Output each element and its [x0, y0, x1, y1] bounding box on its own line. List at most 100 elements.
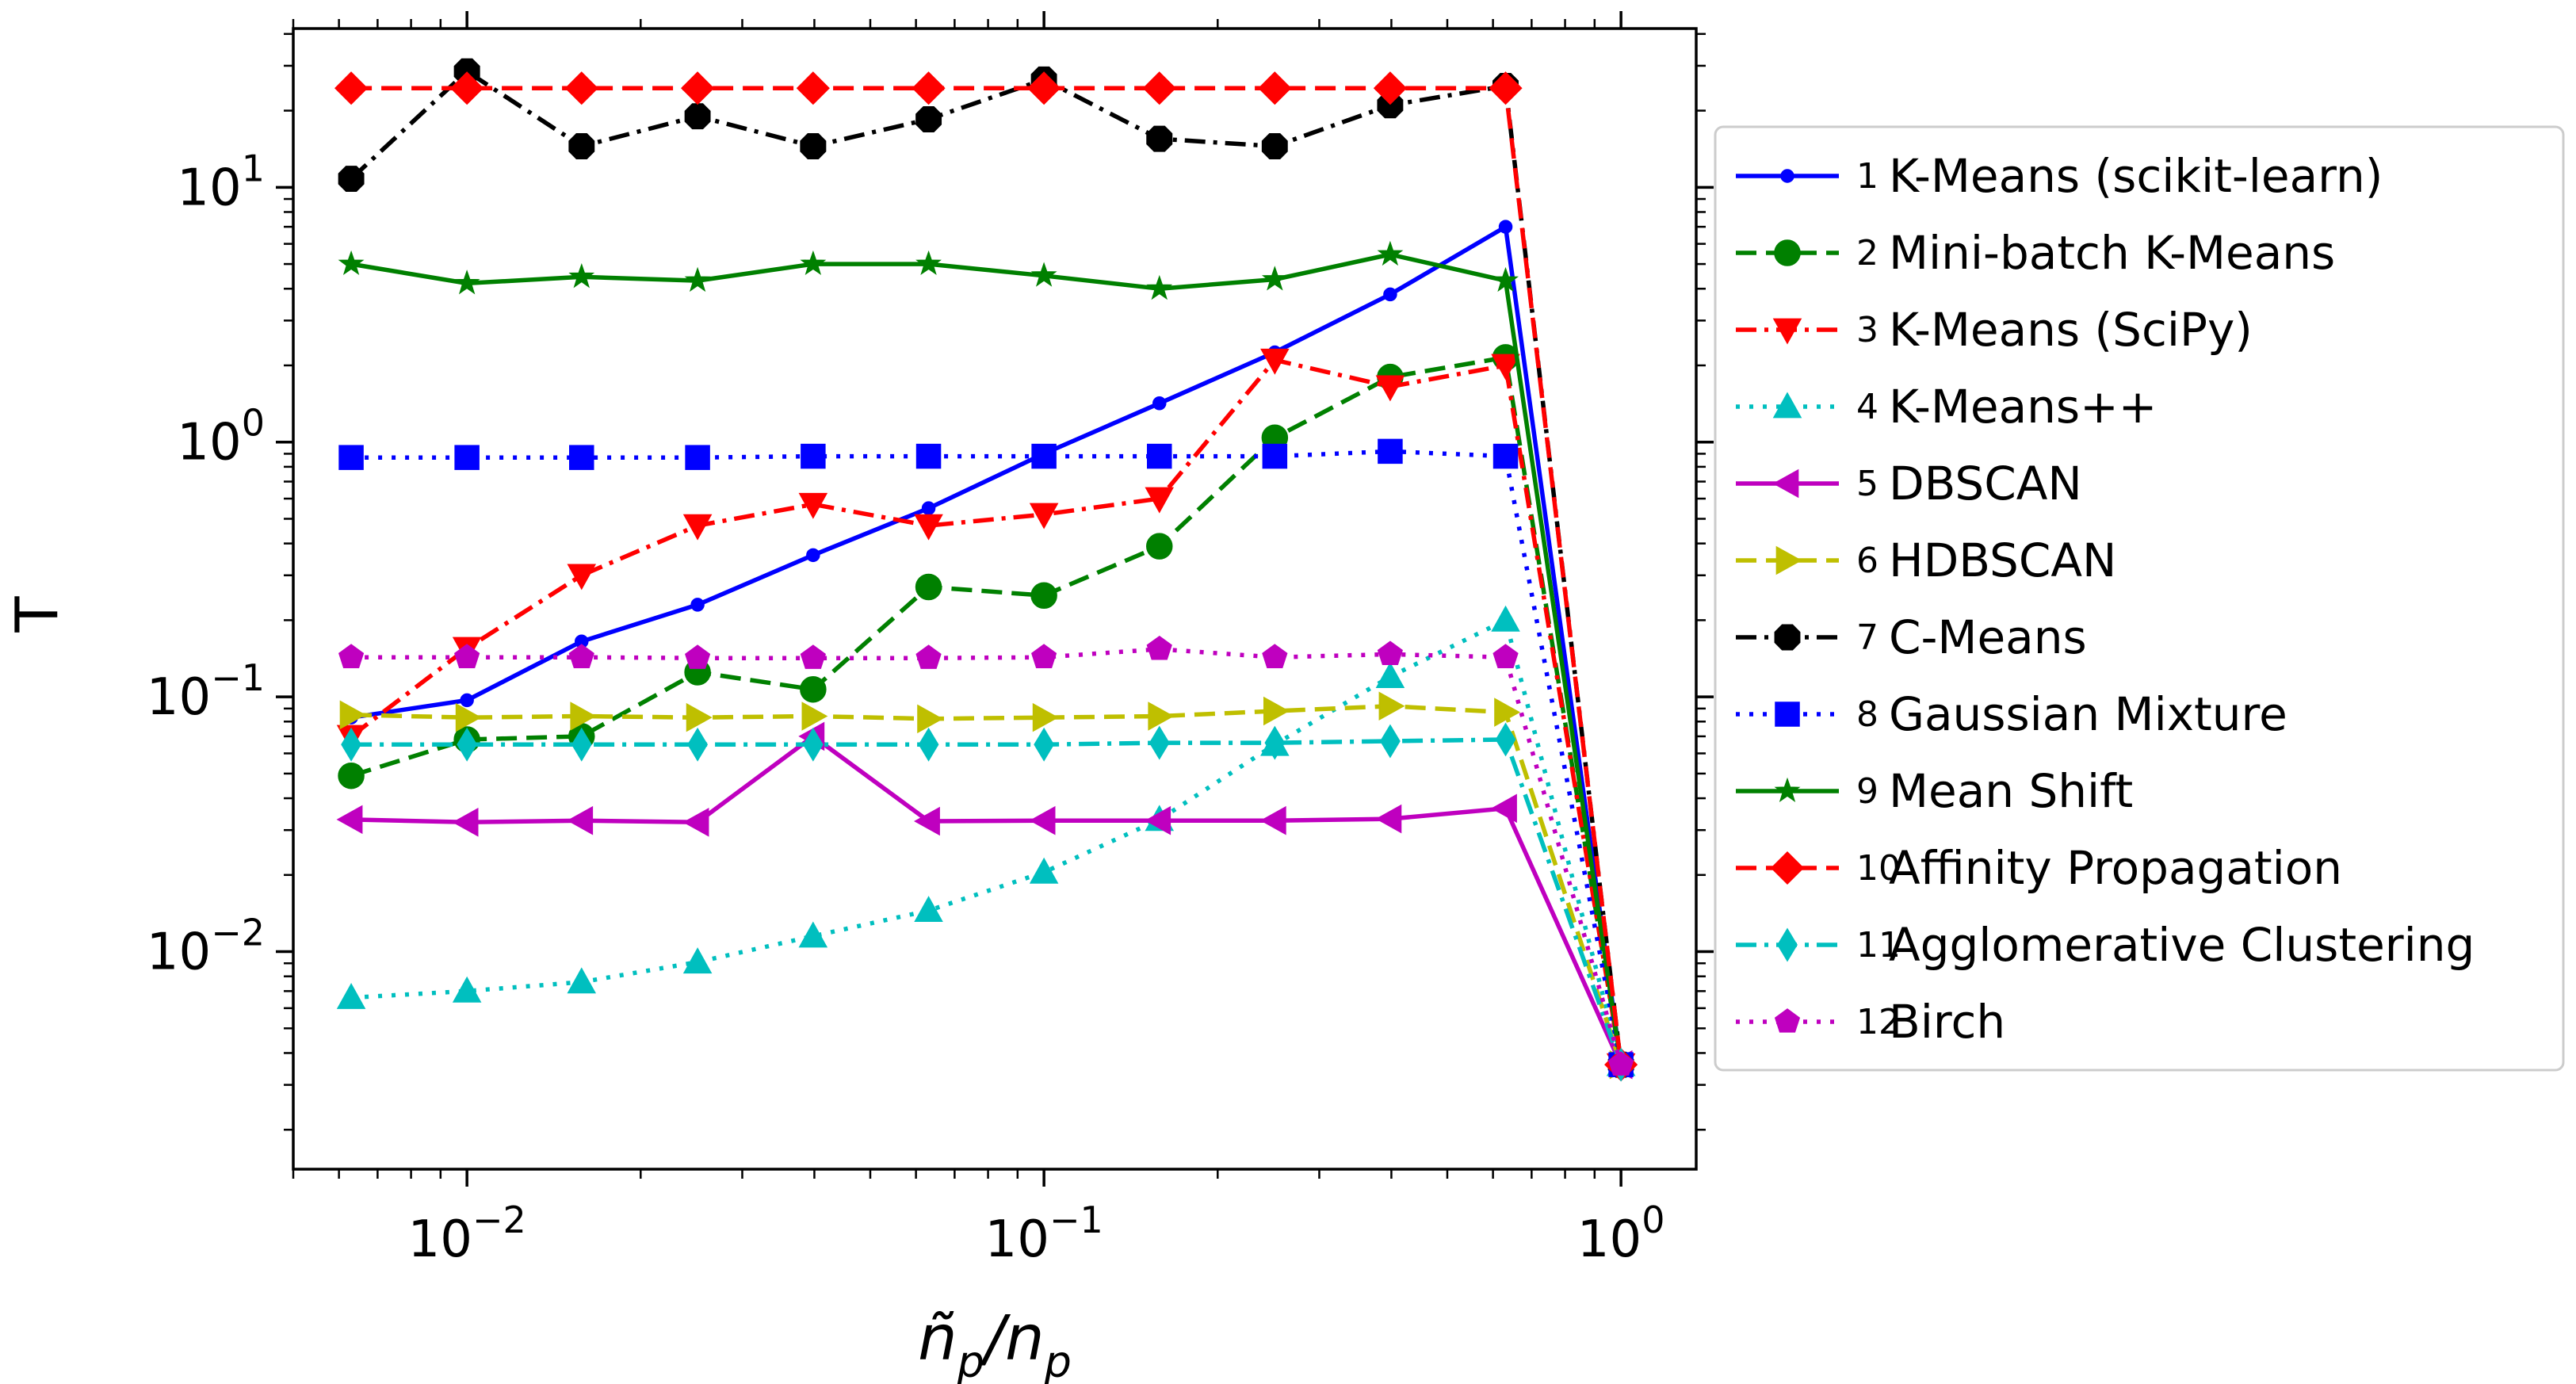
legend-label: Agglomerative Clustering [1889, 918, 2475, 972]
series-3-point [798, 492, 828, 519]
x-tick-label: 10−1 [985, 1199, 1103, 1269]
series-7-point [1146, 125, 1173, 152]
series-7-point [915, 105, 942, 132]
series-2-point [915, 573, 942, 601]
series-10-point [450, 71, 484, 105]
legend-item: 8 Gaussian Mixture [1736, 687, 2287, 741]
legend-marker [1774, 777, 1801, 802]
series-8-point [454, 445, 480, 470]
plot-frame [292, 27, 1698, 1171]
series-5 [336, 721, 1633, 1080]
series-6-point [917, 704, 944, 734]
series-3-point [1375, 375, 1405, 402]
series-4-point [1491, 605, 1520, 632]
series-7-point [568, 132, 595, 159]
legend-marker [1775, 545, 1802, 575]
series-12-point [685, 644, 711, 669]
legend-item: 4 K-Means++ [1736, 380, 2157, 434]
series-6-point [1378, 691, 1405, 721]
series-11-point [1380, 724, 1401, 759]
legend-marker [1774, 239, 1801, 266]
series-line-10 [351, 86, 1623, 1065]
series-6-point [686, 702, 713, 732]
series-9-point [800, 250, 827, 276]
series-5-point [336, 805, 363, 835]
series-1-point [806, 548, 820, 563]
series-10-point [796, 71, 830, 105]
series-4-point [336, 983, 366, 1009]
series-1-point [460, 693, 474, 708]
series-7-point [338, 166, 365, 193]
series-11-point [1148, 725, 1170, 760]
legend-index: 3 [1856, 310, 1878, 350]
series-3-point [1029, 503, 1059, 530]
series-7-point [684, 103, 711, 130]
series-5-point [452, 808, 479, 837]
series-3-point [567, 564, 597, 591]
series-9-point [1377, 240, 1404, 266]
series-11-point [457, 727, 478, 762]
series-11-point [687, 727, 708, 762]
legend-index: 10 [1856, 848, 1901, 889]
series-9-point [1030, 262, 1057, 287]
y-tick-label-base: 10 [147, 668, 211, 727]
series-8-point [1378, 438, 1403, 465]
legend-label: K-Means (SciPy) [1889, 303, 2253, 357]
series-4-point [682, 947, 713, 974]
series-5-point [682, 808, 709, 837]
series-12-point [568, 644, 594, 668]
series-9-point [1492, 266, 1519, 292]
legend-index: 11 [1856, 925, 1901, 965]
y-tick-label-base: 10 [177, 159, 241, 217]
series-1-point [1152, 396, 1167, 411]
series-8-point [1492, 443, 1519, 469]
series-10-point [1373, 71, 1407, 105]
series-2-point [1030, 582, 1057, 609]
legend-marker [1770, 851, 1805, 885]
series-11-point [918, 727, 939, 762]
y-tick-label-base: 10 [147, 923, 211, 982]
legend-label: C-Means [1889, 610, 2087, 664]
series-4-point [567, 967, 597, 994]
legend-marker [1777, 927, 1798, 962]
legend-label: HDBSCAN [1889, 533, 2116, 587]
series-12-point [1492, 644, 1519, 668]
x-tick-label-base: 10 [985, 1210, 1049, 1269]
y-tick-label-base: 10 [177, 414, 241, 472]
legend-index: 8 [1856, 694, 1878, 735]
y-axis-label: T [4, 596, 72, 633]
series-6-point [1148, 702, 1175, 731]
legend-label: DBSCAN [1889, 457, 2082, 510]
legend-index: 6 [1856, 541, 1878, 581]
legend: 1 K-Means (scikit-learn) 2 Mini-batch K-Mea… [1714, 125, 2565, 1072]
series-2-point [1146, 533, 1173, 560]
y-tick-label: 101 [177, 147, 265, 217]
x-axis-label-part: ñ [918, 1303, 957, 1374]
series-12-point [454, 644, 480, 668]
legend-index: 9 [1856, 771, 1878, 812]
legend-marker [1772, 318, 1802, 345]
series-3-point [682, 514, 713, 541]
series-line-12 [351, 647, 1623, 1065]
series-3-point [1491, 354, 1520, 380]
series-line-5 [351, 734, 1623, 1066]
series-10-point [681, 71, 715, 105]
series-10-point [1142, 71, 1176, 105]
x-tick-label-exponent: 0 [1642, 1199, 1664, 1241]
legend-item: 1 K-Means (scikit-learn) [1736, 149, 2383, 203]
series-3-point [1145, 487, 1175, 514]
legend-label: Affinity Propagation [1889, 841, 2342, 895]
series-5-point [914, 806, 940, 836]
legend-index: 12 [1856, 1002, 1901, 1042]
x-tick-label: 10−2 [408, 1199, 526, 1269]
series-12-point [1146, 635, 1172, 660]
series-10-point [912, 71, 946, 105]
legend-item: 5 DBSCAN [1736, 457, 2082, 510]
legend-marker [1780, 169, 1794, 183]
series-9-point [915, 250, 942, 276]
series-5-point [1490, 793, 1517, 824]
